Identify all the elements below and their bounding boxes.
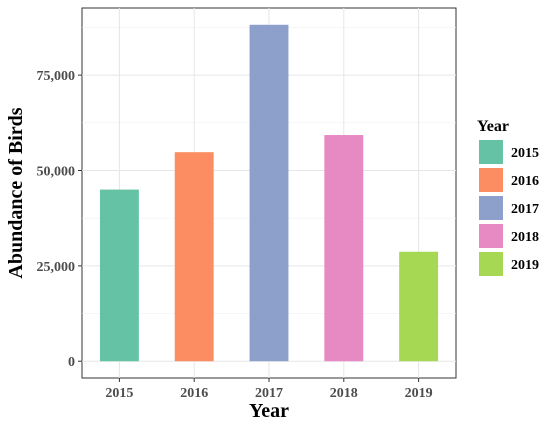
bar-2018 [324, 135, 364, 362]
y-axis-title: Abundance of Birds [5, 107, 27, 278]
legend-key-2018 [479, 224, 503, 248]
legend-label: 2015 [511, 146, 539, 161]
y-tick-label: 75,000 [37, 69, 76, 84]
legend-label: 2016 [511, 174, 539, 189]
bar-2016 [174, 152, 214, 362]
x-tick-label: 2018 [330, 386, 358, 401]
legend: Year 2015 2016 2017 2018 2019 [477, 118, 539, 276]
legend-label: 2019 [511, 258, 539, 273]
legend-key-2016 [479, 168, 503, 192]
x-tick-label: 2016 [180, 386, 208, 401]
legend-key-2019 [479, 252, 503, 276]
bar-2017 [249, 24, 289, 362]
y-tick-label: 25,000 [37, 260, 76, 275]
y-axis-ticks: 0 25,000 50,000 75,000 [37, 69, 82, 370]
legend-key-2015 [479, 140, 503, 164]
bars [99, 24, 439, 362]
y-tick-label: 0 [68, 355, 75, 370]
legend-label: 2017 [511, 202, 539, 217]
x-axis-title: Year [249, 400, 289, 422]
x-tick-label: 2017 [255, 386, 283, 401]
x-tick-label: 2019 [405, 386, 433, 401]
legend-label: 2018 [511, 230, 539, 245]
y-tick-label: 50,000 [37, 164, 76, 179]
bar-2019 [399, 251, 439, 362]
x-tick-label: 2015 [105, 386, 133, 401]
legend-key-2017 [479, 196, 503, 220]
bar-2015 [99, 189, 139, 362]
legend-title: Year [477, 118, 509, 135]
x-axis-ticks: 2015 2016 2017 2018 2019 [105, 378, 433, 401]
